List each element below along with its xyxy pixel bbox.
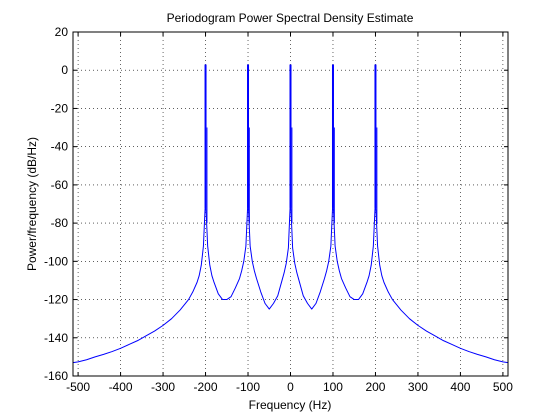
axis-tick-labels: -500 -400 -300 -200 -100 0 100 200 300 400 500-160… (44, 25, 513, 394)
y-tick-label: -40 (51, 140, 69, 154)
x-tick-label: -400 (109, 380, 133, 394)
x-tick-label: 100 (323, 380, 343, 394)
x-tick-label: 200 (365, 380, 385, 394)
y-tick-label: -60 (51, 178, 69, 192)
x-tick-label: -200 (194, 380, 218, 394)
chart-title: Periodogram Power Spectral Density Estim… (167, 11, 414, 25)
x-tick-label: 300 (408, 380, 428, 394)
psd-trace-group (72, 64, 509, 364)
y-tick-label: -100 (44, 254, 68, 268)
y-axis-label: Power/frequency (dB/Hz) (25, 137, 39, 271)
x-tick-label: -100 (236, 380, 260, 394)
x-tick-label: 400 (450, 380, 470, 394)
y-tick-label: 20 (55, 25, 69, 39)
y-tick-label: 0 (61, 63, 68, 77)
y-tick-label: -140 (44, 331, 68, 345)
x-tick-label: 0 (287, 380, 294, 394)
x-tick-label: -300 (151, 380, 175, 394)
y-tick-label: -160 (44, 369, 68, 383)
x-tick-label: -500 (66, 380, 90, 394)
axis-ticks (73, 31, 508, 377)
y-tick-label: -120 (44, 293, 68, 307)
y-tick-label: -80 (51, 216, 69, 230)
x-tick-label: 500 (493, 380, 513, 394)
x-axis-label: Frequency (Hz) (249, 398, 332, 412)
y-tick-label: -20 (51, 101, 69, 115)
